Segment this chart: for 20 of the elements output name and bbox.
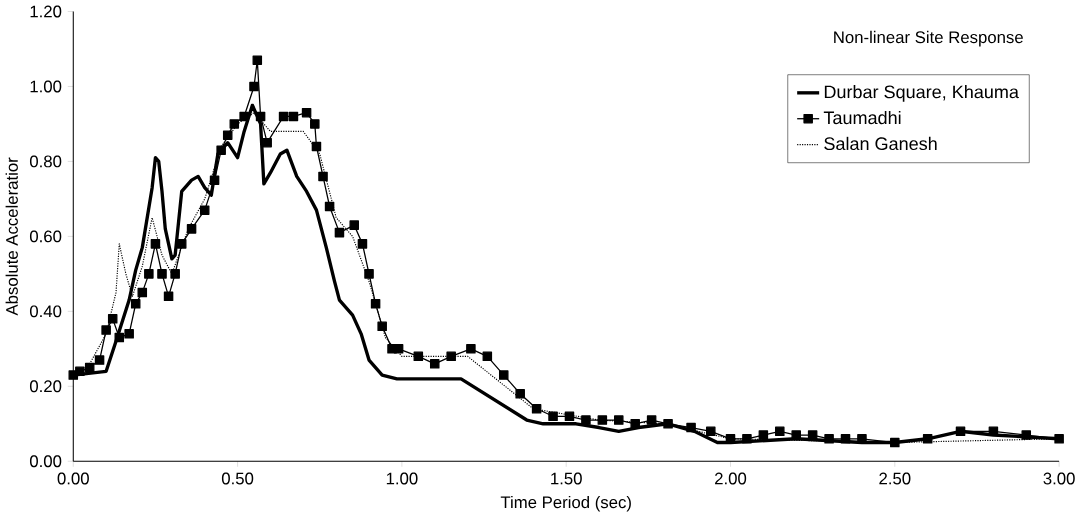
legend-label: Taumadhi xyxy=(823,110,901,125)
y-tick-label: 1.20 xyxy=(30,5,62,18)
x-tick-label: 1.50 xyxy=(551,472,582,485)
y-tick-label: 0.60 xyxy=(29,230,62,243)
x-tick-label: 0.50 xyxy=(221,472,254,485)
y-tick-label: 0.20 xyxy=(29,380,62,393)
annotation: Non-linear Site Response xyxy=(834,30,1023,47)
y-tick-label: 0.00 xyxy=(29,455,62,468)
y-tick-label: 0.40 xyxy=(29,305,62,318)
x-tick-label: 0.00 xyxy=(57,472,89,485)
x-tick-label: 1.00 xyxy=(386,472,418,485)
y-axis-title: Absolute Acceleratior xyxy=(5,157,18,316)
x-tick-label: 2.50 xyxy=(879,472,911,485)
y-tick-label: 1.00 xyxy=(30,80,62,93)
legend-label: Durbar Square, Khauma xyxy=(824,85,1019,102)
x-axis-title: Time Period (sec) xyxy=(500,495,631,512)
y-tick-label: 0.80 xyxy=(29,155,62,168)
x-tick-label: 2.00 xyxy=(715,472,747,485)
x-tick-label: 3.00 xyxy=(1043,472,1075,485)
legend-label: Salan Ganesh xyxy=(824,136,937,151)
